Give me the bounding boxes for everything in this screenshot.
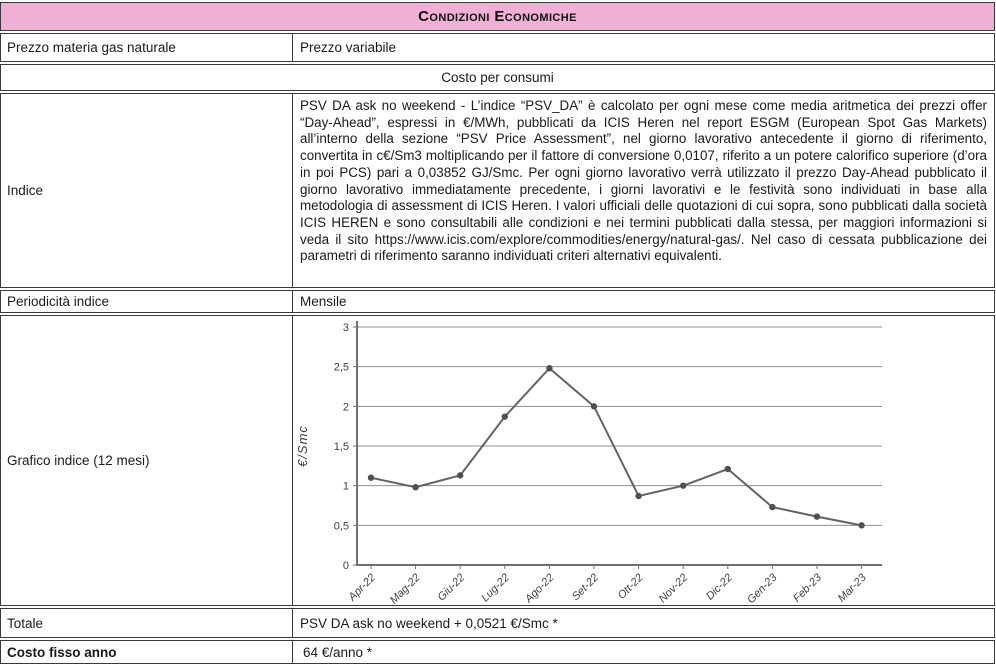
svg-text:2: 2 — [343, 401, 349, 413]
costo-fisso-label: Costo fisso anno — [1, 641, 293, 663]
header-row: Condizioni Economiche — [0, 2, 995, 31]
grafico-label: Grafico indice (12 mesi) — [1, 316, 293, 605]
totale-value: PSV DA ask no weekend + 0,0521 €/Smc * — [300, 615, 558, 631]
table-row-indice: Indice PSV DA ask no weekend - L’indice … — [0, 93, 995, 288]
indice-description: PSV DA ask no weekend - L’indice “PSV_DA… — [300, 98, 987, 264]
svg-text:1: 1 — [343, 481, 349, 493]
svg-text:Ott-22: Ott-22 — [616, 572, 646, 602]
table-row-costo-consumi: Costo per consumi — [0, 64, 995, 91]
svg-text:Mag-22: Mag-22 — [388, 572, 423, 606]
totale-label: Totale — [1, 609, 293, 637]
prezzo-materia-label: Prezzo materia gas naturale — [1, 34, 293, 61]
svg-text:3: 3 — [343, 322, 349, 334]
svg-text:1,5: 1,5 — [334, 441, 349, 453]
svg-text:Mar-23: Mar-23 — [836, 571, 870, 605]
svg-text:Set-22: Set-22 — [570, 572, 601, 603]
svg-text:0,5: 0,5 — [334, 520, 349, 532]
svg-text:Apr-22: Apr-22 — [346, 572, 378, 604]
svg-text:2,5: 2,5 — [334, 362, 349, 374]
svg-text:Dic-22: Dic-22 — [704, 572, 735, 603]
index-line-chart: 0 0,5 1 1,5 2 2,5 3 Apr-22 Mag-22 Giu-22 Lug-22 Ago… — [295, 321, 882, 606]
svg-text:€/Smc: €/Smc — [295, 425, 310, 467]
costo-consumi-heading: Costo per consumi — [441, 70, 554, 85]
svg-text:Ago-22: Ago-22 — [522, 572, 556, 606]
table-row-costo-fisso: Costo fisso anno 64 €/anno * — [0, 640, 995, 664]
table-row-totale: Totale PSV DA ask no weekend + 0,0521 €/… — [0, 608, 995, 638]
page-title: Condizioni Economiche — [418, 8, 577, 25]
svg-text:Feb-23: Feb-23 — [791, 571, 825, 605]
periodicita-label: Periodicità indice — [1, 291, 293, 312]
costo-fisso-value: 64 €/anno * — [303, 644, 373, 660]
svg-text:Giu-22: Giu-22 — [435, 572, 467, 604]
svg-text:Nov-22: Nov-22 — [657, 572, 691, 606]
svg-text:Lug-22: Lug-22 — [479, 572, 512, 605]
table-row-periodicita: Periodicità indice Mensile — [0, 290, 995, 313]
svg-text:Gen-23: Gen-23 — [745, 571, 780, 606]
periodicita-value: Mensile — [300, 294, 347, 309]
grafico-cell: 0 0,5 1 1,5 2 2,5 3 Apr-22 Mag-22 Giu-22 Lug-22 Ago… — [293, 316, 994, 606]
indice-label: Indice — [1, 94, 293, 287]
svg-text:0: 0 — [343, 560, 349, 572]
prezzo-materia-value: Prezzo variabile — [300, 40, 397, 55]
table-row-grafico: Grafico indice (12 mesi) 0 0,5 1 1,5 2 2,5 3 Ap… — [0, 315, 995, 606]
table-row-prezzo-materia: Prezzo materia gas naturale Prezzo varia… — [0, 33, 995, 62]
